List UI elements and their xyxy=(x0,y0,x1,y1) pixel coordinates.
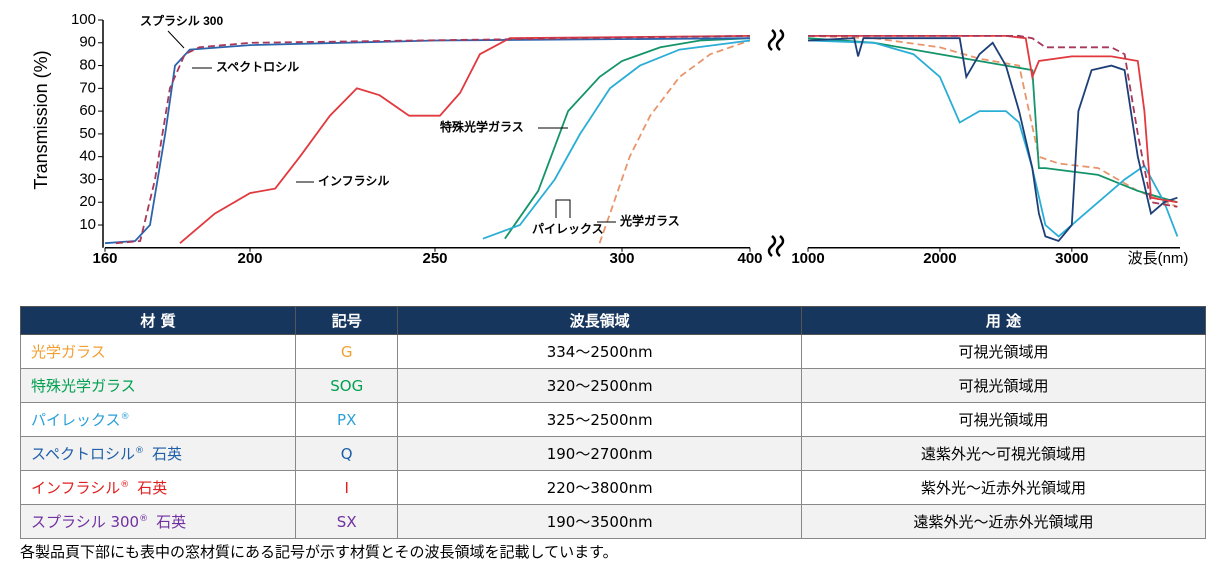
footnote: 各製品頁下部にも表中の窓材質にある記号が示す材質とその波長領域を記載しています。 xyxy=(20,543,618,561)
y-tick-label: 70 xyxy=(79,79,96,96)
annotation-leader xyxy=(555,199,571,218)
material-suffix: 石英 xyxy=(137,479,168,497)
material-cell: インフラシル® 石英 xyxy=(19,470,297,505)
line-series xyxy=(807,37,1178,243)
material-suffix: 石英 xyxy=(151,445,182,463)
code-cell: I xyxy=(295,470,399,505)
code-cell: SX xyxy=(295,504,399,539)
use-cell: 可視光領域用 xyxy=(801,402,1206,437)
line-series xyxy=(807,35,1178,208)
y-tick-label: 50 xyxy=(79,125,96,142)
y-tick-label: 90 xyxy=(79,34,96,51)
range-cell: 334～2500nm xyxy=(397,334,802,369)
line-series xyxy=(115,35,751,245)
code-cell: PX xyxy=(295,402,399,437)
line-series xyxy=(808,35,1178,208)
x-tick-label: 300 xyxy=(609,250,634,267)
use-cell: 可視光領域用 xyxy=(801,334,1206,369)
material-cell: スプラシル 300® 石英 xyxy=(19,504,297,539)
table-row: スプラシル 300® 石英 SX 190～3500nm 遠紫外光～近赤外光領域用 xyxy=(19,504,1206,539)
table-row: 特殊光学ガラス SOG 320～2500nm 可視光領域用 xyxy=(19,368,1206,403)
registered-mark: ® xyxy=(134,446,144,456)
use-cell: 可視光領域用 xyxy=(801,368,1206,403)
line-series xyxy=(598,39,751,244)
y-tick-label: 10 xyxy=(79,216,96,233)
series-label: 光学ガラス xyxy=(619,213,680,228)
material-cell: パイレックス® xyxy=(19,402,297,437)
series-label: スペクトロシル xyxy=(216,60,299,74)
y-tick-label: 100 xyxy=(71,11,96,28)
x-tick-label: 2000 xyxy=(923,250,956,267)
x-axis-label: 波長(nm) xyxy=(1128,250,1189,267)
y-tick-label: 20 xyxy=(79,193,96,210)
range-cell: 320～2500nm xyxy=(397,368,802,403)
material-name: 光学ガラス xyxy=(31,343,106,361)
table-row: 光学ガラス G 334～2500nm 可視光領域用 xyxy=(19,334,1206,369)
series-label: インフラシル xyxy=(318,174,389,188)
annotation-leader xyxy=(167,30,185,49)
x-tick-label: 3000 xyxy=(1055,250,1088,267)
y-tick-label: 60 xyxy=(79,102,96,119)
series-label: スプラシル 300 xyxy=(140,13,223,28)
material-name: パイレックス xyxy=(31,411,121,429)
table-row: スペクトロシル® 石英 Q 190～2700nm 遠紫外光～可視光領域用 xyxy=(19,436,1206,471)
material-suffix: 石英 xyxy=(156,513,187,531)
line-series xyxy=(179,35,751,244)
y-tick-label: 80 xyxy=(79,57,96,74)
line-series xyxy=(807,39,1179,238)
table-row: パイレックス® PX 325～2500nm 可視光領域用 xyxy=(19,402,1206,437)
x-tick-label: 1000 xyxy=(791,250,824,267)
range-cell: 190～3500nm xyxy=(397,504,802,539)
material-name: インフラシル xyxy=(31,479,121,497)
y-axis-label: Transmission (%) xyxy=(31,50,51,189)
x-tick-label: 250 xyxy=(422,250,447,267)
header-cell: 記号 xyxy=(295,306,399,335)
range-cell: 190～2700nm xyxy=(397,436,802,471)
series-label: 特殊光学ガラス xyxy=(440,119,524,134)
material-name: スペクトロシル xyxy=(31,445,135,463)
material-cell: 光学ガラス xyxy=(19,334,297,369)
use-cell: 紫外光～近赤外光領域用 xyxy=(801,470,1206,505)
registered-mark: ® xyxy=(139,514,149,524)
table-row: インフラシル® 石英 I 220～3800nm 紫外光～近赤外光領域用 xyxy=(19,470,1206,505)
chart: 10 20 30 40 50 60 70 80 90 100 160 200 250 300 400 Tran… xyxy=(31,11,1189,267)
material-name: 特殊光学ガラス xyxy=(31,377,136,395)
header-row: 材 質記号 波長領域用 途 xyxy=(19,306,1206,335)
line-series xyxy=(482,39,751,240)
y-tick-label: 30 xyxy=(79,170,96,187)
use-cell: 遠紫外光～近赤外光領域用 xyxy=(801,504,1206,539)
range-cell: 325～2500nm xyxy=(397,402,802,437)
spec-table: 材 質記号 波長領域用 途光学ガラス G 334～2500nm 可視光領域用 特殊光学ガラ… xyxy=(19,306,1206,539)
line-series xyxy=(104,37,751,245)
x-tick-label: 160 xyxy=(92,250,117,267)
header-cell: 用 途 xyxy=(801,306,1206,335)
line-series xyxy=(807,37,1178,204)
line-series xyxy=(504,37,751,240)
y-tick-label: 40 xyxy=(79,148,96,165)
x-tick-label: 200 xyxy=(237,250,262,267)
code-cell: Q xyxy=(295,436,399,471)
material-cell: スペクトロシル® 石英 xyxy=(19,436,297,471)
code-cell: SOG xyxy=(295,368,399,403)
registered-mark: ® xyxy=(120,412,130,422)
header-cell: 材 質 xyxy=(19,306,297,335)
x-tick-label: 400 xyxy=(737,250,762,267)
range-cell: 220～3800nm xyxy=(397,470,802,505)
header-cell: 波長領域 xyxy=(397,306,802,335)
axis-break xyxy=(767,29,785,257)
series-label: パイレックス xyxy=(532,222,604,236)
material-name: スプラシル 300 xyxy=(31,513,140,531)
use-cell: 遠紫外光～可視光領域用 xyxy=(801,436,1206,471)
code-cell: G xyxy=(295,334,399,369)
line-series xyxy=(808,35,1178,204)
registered-mark: ® xyxy=(120,480,130,490)
material-cell: 特殊光学ガラス xyxy=(19,368,297,403)
